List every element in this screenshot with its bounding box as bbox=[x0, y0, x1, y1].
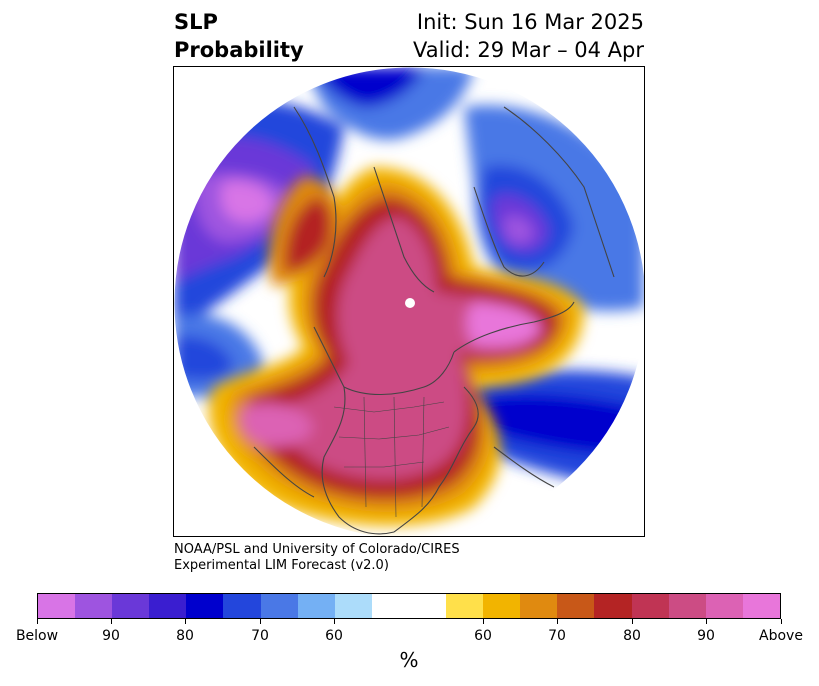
colorbar-tick-label: Above bbox=[759, 628, 803, 644]
colorbar-segment bbox=[75, 594, 113, 618]
probability-field bbox=[174, 67, 644, 536]
colorbar-tick-label: 90 bbox=[102, 628, 120, 644]
colorbar-tick-mark bbox=[334, 619, 335, 624]
colorbar-segment bbox=[557, 594, 595, 618]
title-variable: SLP Probability bbox=[174, 8, 304, 64]
title-line-probability: Probability bbox=[174, 38, 304, 62]
colorbar-tick-mark bbox=[111, 619, 112, 624]
colorbar-tick-mark bbox=[781, 619, 782, 624]
title-dates: Init: Sun 16 Mar 2025 Valid: 29 Mar – 04… bbox=[413, 8, 644, 64]
colorbar-segment bbox=[223, 594, 261, 618]
polar-map bbox=[174, 67, 644, 536]
north-pole-marker bbox=[405, 298, 415, 308]
colorbar-segment bbox=[112, 594, 150, 618]
colorbar-segment bbox=[446, 594, 484, 618]
state-borders bbox=[333, 396, 450, 518]
colorbar-unit: % bbox=[399, 648, 419, 672]
colorbar-tick-label: Below bbox=[15, 628, 59, 644]
colorbar bbox=[37, 593, 781, 619]
credit-line-org: NOAA/PSL and University of Colorado/CIRE… bbox=[174, 542, 460, 557]
colorbar-tick-mark bbox=[260, 619, 261, 624]
valid-range: Valid: 29 Mar – 04 Apr bbox=[413, 38, 644, 62]
colorbar-segment bbox=[186, 594, 224, 618]
colorbar-tick-mark bbox=[706, 619, 707, 624]
colorbar-tick-mark bbox=[483, 619, 484, 624]
colorbar-tick-label: 70 bbox=[251, 628, 269, 644]
credit-line-model: Experimental LIM Forecast (v2.0) bbox=[174, 558, 389, 573]
coastlines bbox=[253, 106, 615, 535]
colorbar-tick-label: 60 bbox=[325, 628, 343, 644]
colorbar-segment bbox=[594, 594, 632, 618]
colorbar-segment bbox=[371, 594, 447, 618]
title-line-slp: SLP bbox=[174, 10, 218, 34]
colorbar-tick-mark bbox=[37, 619, 38, 624]
colorbar-segment bbox=[38, 594, 76, 618]
colorbar-tick-mark bbox=[185, 619, 186, 624]
colorbar-segment bbox=[742, 594, 780, 618]
colorbar-segment bbox=[668, 594, 706, 618]
colorbar-tick-label: 90 bbox=[697, 628, 715, 644]
colorbar-segment bbox=[334, 594, 372, 618]
colorbar-tick-label: 60 bbox=[474, 628, 492, 644]
colorbar-tick-label: 80 bbox=[623, 628, 641, 644]
colorbar-tick-mark bbox=[557, 619, 558, 624]
colorbar-segment bbox=[520, 594, 558, 618]
credit-text: NOAA/PSL and University of Colorado/CIRE… bbox=[174, 542, 460, 574]
colorbar-tick-mark bbox=[632, 619, 633, 624]
colorbar-tick-label: 80 bbox=[176, 628, 194, 644]
colorbar-tick-label: 70 bbox=[548, 628, 566, 644]
init-date: Init: Sun 16 Mar 2025 bbox=[416, 10, 644, 34]
colorbar-segment bbox=[297, 594, 335, 618]
colorbar-segment bbox=[705, 594, 743, 618]
colorbar-segment bbox=[260, 594, 298, 618]
colorbar-segment bbox=[149, 594, 187, 618]
map-panel bbox=[173, 66, 645, 537]
colorbar-segment bbox=[631, 594, 669, 618]
colorbar-segment bbox=[483, 594, 521, 618]
